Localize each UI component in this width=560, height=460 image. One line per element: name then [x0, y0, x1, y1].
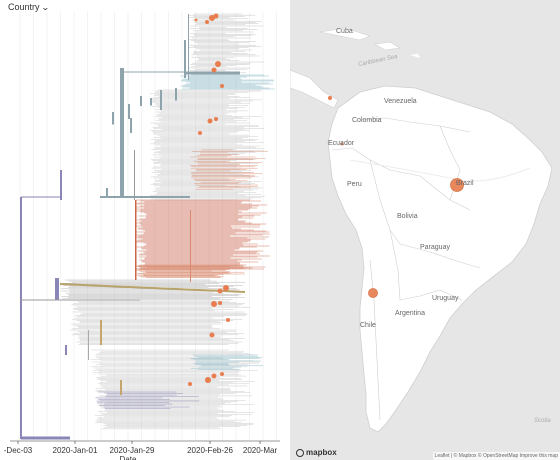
tree-branch — [160, 90, 162, 110]
tree-branch — [150, 98, 152, 106]
country-border — [389, 229, 401, 301]
tree-branch — [60, 170, 62, 200]
tip-marker — [211, 67, 217, 73]
country-border — [369, 259, 381, 421]
tree-branch — [59, 283, 246, 293]
country-label-brazil: Brazil — [456, 180, 474, 187]
country-label-uruguay: Uruguay — [432, 295, 459, 302]
time-axis-tick-label: 2020-Feb-26 — [187, 446, 233, 455]
country-border — [399, 243, 481, 269]
tip-marker — [211, 301, 217, 307]
land-cuba — [319, 27, 371, 41]
location-marker — [328, 96, 332, 100]
tree-branch — [120, 68, 124, 198]
country-label-bolivia: Bolivia — [397, 213, 418, 220]
tree-branch — [188, 14, 189, 80]
tree-branch — [112, 112, 114, 125]
country-label-peru: Peru — [347, 181, 362, 188]
country-label-ecuador: Ecuador — [328, 140, 355, 147]
country-label-colombia: Colombia — [352, 117, 382, 124]
tip-marker — [223, 285, 229, 291]
tip-marker — [205, 20, 209, 24]
location-marker — [340, 142, 344, 146]
mapbox-logo[interactable]: mapbox — [296, 448, 337, 457]
map-panel[interactable]: Cuba Caribbean Sea Venezuela Colombia Ec… — [290, 0, 560, 460]
time-axis-label: Date — [120, 455, 137, 460]
tip-marker — [226, 318, 230, 322]
country-label-paraguay: Paraguay — [420, 244, 450, 251]
land-south-america — [327, 85, 553, 433]
mapbox-logo-text: mapbox — [306, 448, 337, 457]
tip-marker — [211, 373, 217, 379]
country-border — [369, 159, 401, 245]
tip-marker — [205, 377, 211, 383]
color-by-dropdown[interactable]: Country ⌄ — [6, 2, 51, 12]
tip-marker — [209, 332, 215, 338]
tree-branch — [120, 380, 122, 395]
chevron-down-icon: ⌄ — [40, 2, 50, 12]
phylogeny-panel: -Dec-03 2020-Jan-01 2020-Jan-29 2020-Feb-26… — [0, 0, 288, 460]
tip-marker — [218, 301, 222, 305]
country-label-venezuela: Venezuela — [384, 98, 417, 105]
tip-marker — [188, 382, 192, 386]
tip-marker — [220, 372, 224, 376]
land-island — [410, 54, 420, 58]
tip-marker — [215, 61, 221, 67]
location-marker — [368, 288, 378, 298]
tip-marker — [213, 13, 219, 19]
country-label-argentina: Argentina — [395, 310, 425, 317]
tree-branch — [65, 345, 67, 355]
country-border — [399, 289, 463, 301]
land-hispaniola — [374, 41, 401, 51]
country-label-cuba: Cuba — [336, 28, 353, 35]
country-border — [389, 169, 471, 211]
tree-branch — [140, 96, 142, 106]
tip-marker — [214, 117, 218, 121]
time-axis-tick-label: -Dec-03 — [4, 446, 33, 455]
color-by-label: Country — [8, 2, 40, 12]
tree-branch — [175, 88, 177, 101]
tip-marker — [207, 118, 213, 124]
tree-branch — [135, 200, 137, 280]
country-border — [359, 117, 471, 133]
country-label-chile: Chile — [360, 322, 376, 329]
sea-label-scotia: Scotia — [534, 418, 551, 424]
time-axis-tick-label: 2020-Jan-29 — [110, 446, 155, 455]
map-attribution[interactable]: Leaflet | © Mapbox © OpenStreetMap Impro… — [432, 452, 560, 460]
tree-branch — [106, 188, 108, 198]
tree-branch — [55, 278, 59, 300]
tree-branch — [184, 40, 186, 78]
tree-branch — [190, 210, 191, 282]
tree-branch — [130, 118, 132, 133]
tip-marker — [217, 288, 223, 294]
tree-branch — [128, 104, 130, 119]
time-axis-tick-label: 2020-Jan-01 — [53, 446, 98, 455]
tree-branch — [20, 197, 22, 439]
mapbox-logo-icon — [296, 448, 304, 457]
tip-marker — [198, 131, 202, 135]
tree-branch — [88, 330, 89, 360]
tip-marker — [220, 84, 224, 88]
tree-branch — [100, 320, 102, 345]
tree-branch — [134, 150, 135, 200]
map-canvas[interactable] — [290, 0, 560, 460]
tip-marker — [194, 18, 198, 22]
land-central-america — [290, 69, 339, 109]
location-marker — [450, 178, 464, 192]
phylogeny-tree[interactable]: -Dec-03 2020-Jan-01 2020-Jan-29 2020-Feb-26… — [0, 0, 288, 460]
time-axis-tick-label: 2020-Mar — [243, 446, 278, 455]
tip-marker — [209, 15, 215, 21]
